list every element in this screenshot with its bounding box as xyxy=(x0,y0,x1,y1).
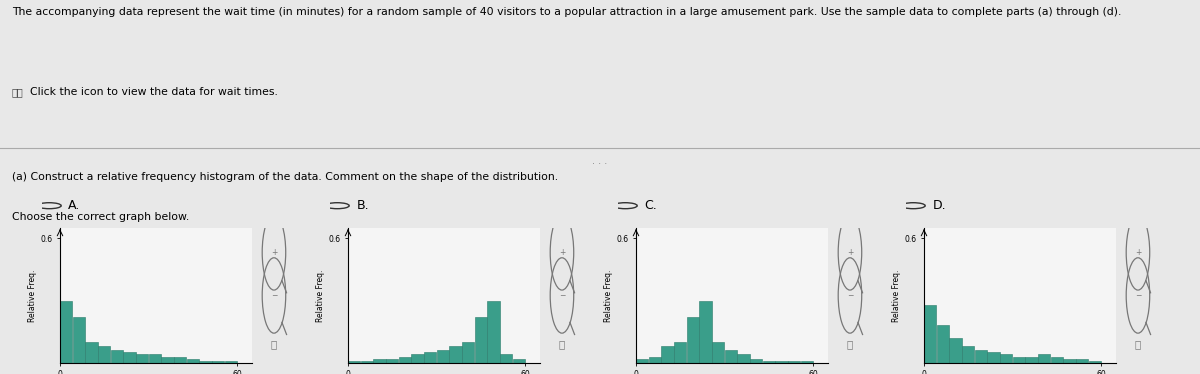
Bar xyxy=(700,301,712,363)
Bar xyxy=(361,361,373,363)
Bar xyxy=(412,355,424,363)
Text: ⧉: ⧉ xyxy=(559,339,565,349)
Bar xyxy=(424,352,437,363)
Bar xyxy=(85,342,97,363)
Text: A.: A. xyxy=(68,199,80,212)
Bar xyxy=(988,352,1000,363)
Text: (a) Construct a relative frequency histogram of the data. Comment on the shape o: (a) Construct a relative frequency histo… xyxy=(12,172,558,182)
Text: . . .: . . . xyxy=(593,156,607,166)
Bar xyxy=(149,355,161,363)
Bar xyxy=(1050,356,1063,363)
Text: −: − xyxy=(271,291,277,300)
Text: +: + xyxy=(1135,248,1141,257)
Bar xyxy=(487,301,499,363)
Bar xyxy=(212,361,224,363)
Bar xyxy=(474,317,487,363)
Bar xyxy=(1088,361,1100,363)
Text: B.: B. xyxy=(356,199,370,212)
Bar xyxy=(437,350,449,363)
Bar xyxy=(161,356,174,363)
Bar xyxy=(737,355,750,363)
Bar xyxy=(512,359,524,363)
Text: +: + xyxy=(559,248,565,257)
Bar xyxy=(386,359,398,363)
Text: ⧉: ⧉ xyxy=(271,339,277,349)
Bar xyxy=(1013,356,1025,363)
Bar xyxy=(712,342,725,363)
Text: +: + xyxy=(271,248,277,257)
Bar xyxy=(60,301,72,363)
Text: ⋮⋮: ⋮⋮ xyxy=(12,87,24,97)
Bar xyxy=(110,350,124,363)
Y-axis label: Relative Freq.: Relative Freq. xyxy=(29,269,37,322)
Bar xyxy=(1063,359,1075,363)
Bar xyxy=(224,361,236,363)
Text: −: − xyxy=(847,291,853,300)
Bar xyxy=(649,356,661,363)
Bar xyxy=(937,325,949,363)
Bar xyxy=(974,350,988,363)
Bar xyxy=(788,361,800,363)
Bar xyxy=(136,355,149,363)
Y-axis label: Relative Freq.: Relative Freq. xyxy=(317,269,325,322)
Bar xyxy=(1076,359,1088,363)
Text: Choose the correct graph below.: Choose the correct graph below. xyxy=(12,212,190,223)
Text: −: − xyxy=(1135,291,1141,300)
Y-axis label: Relative Freq.: Relative Freq. xyxy=(893,269,901,322)
Bar xyxy=(373,359,385,363)
Bar xyxy=(661,346,673,363)
Bar xyxy=(186,359,199,363)
Bar xyxy=(636,359,648,363)
Text: C.: C. xyxy=(644,199,658,212)
Bar xyxy=(98,346,110,363)
Bar xyxy=(750,359,762,363)
Bar xyxy=(199,361,211,363)
Bar xyxy=(398,356,412,363)
Text: ⧉: ⧉ xyxy=(1135,339,1141,349)
Bar xyxy=(462,342,474,363)
Bar xyxy=(725,350,737,363)
Bar xyxy=(674,342,686,363)
Bar xyxy=(962,346,974,363)
Bar xyxy=(762,361,775,363)
Text: +: + xyxy=(847,248,853,257)
Text: Click the icon to view the data for wait times.: Click the icon to view the data for wait… xyxy=(30,87,278,97)
Text: ⧉: ⧉ xyxy=(847,339,853,349)
Text: The accompanying data represent the wait time (in minutes) for a random sample o: The accompanying data represent the wait… xyxy=(12,7,1121,18)
Bar xyxy=(1000,355,1013,363)
Bar xyxy=(949,338,961,363)
Bar xyxy=(1025,356,1038,363)
Y-axis label: Relative Freq.: Relative Freq. xyxy=(605,269,613,322)
Bar xyxy=(800,361,812,363)
Text: D.: D. xyxy=(932,199,946,212)
Bar xyxy=(73,317,85,363)
Bar xyxy=(348,361,360,363)
Bar xyxy=(174,356,186,363)
Bar xyxy=(1038,355,1050,363)
Text: −: − xyxy=(559,291,565,300)
Bar xyxy=(924,305,936,363)
Bar xyxy=(124,352,136,363)
Bar xyxy=(449,346,462,363)
Bar xyxy=(686,317,700,363)
Bar xyxy=(500,355,512,363)
Bar xyxy=(775,361,787,363)
